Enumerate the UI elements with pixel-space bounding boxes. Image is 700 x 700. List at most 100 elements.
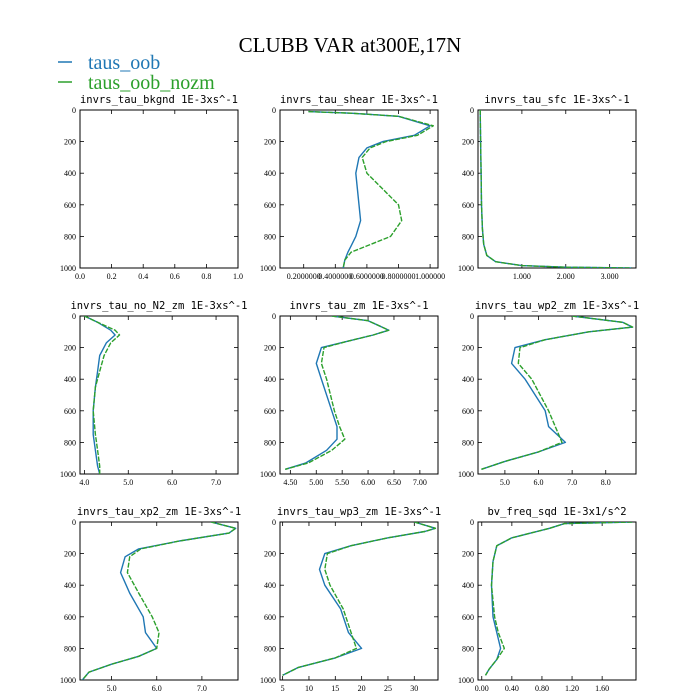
y-tick-label: 400 xyxy=(462,375,474,384)
y-tick-label: 600 xyxy=(64,407,76,416)
x-tick-label: 7.0 xyxy=(197,684,207,693)
y-tick-label: 400 xyxy=(462,169,474,178)
x-tick-label: 0.2 xyxy=(107,272,117,281)
panel-3: invrs_tau_sfc 1E-3xs^-1 0 200 400 600 800 1000… xyxy=(458,94,637,281)
y-tick-label: 200 xyxy=(462,344,474,353)
x-tick-label: 4.0 xyxy=(79,478,89,487)
y-tick-label: 0 xyxy=(470,106,474,115)
legend: taus_oob taus_oob_nozm xyxy=(58,52,215,94)
panel-2: invrs_tau_shear 1E-3xs^-1 0 200 400 600 800 10… xyxy=(260,94,445,281)
panel-6: invrs_tau_wp2_zm 1E-3xs^-10 200 400 600 800 1… xyxy=(458,300,639,487)
panel-title: invrs_tau_wp3_zm 1E-3xs^-1 xyxy=(277,506,441,518)
series-line-taus-oob-nozm xyxy=(81,522,237,680)
y-tick-label: 1000 xyxy=(60,264,76,273)
y-tick-label: 600 xyxy=(264,613,276,622)
y-tick-label: 200 xyxy=(264,138,276,147)
plot-frame xyxy=(279,109,439,269)
y-tick-label: 0 xyxy=(470,518,474,527)
panel-title: invrs_tau_zm 1E-3xs^-1 xyxy=(289,300,428,312)
x-tick-label: 5.0 xyxy=(123,478,133,487)
y-tick-label: 400 xyxy=(64,375,76,384)
series-line-taus-oob xyxy=(479,110,632,268)
x-tick-label: 10 xyxy=(305,684,313,693)
y-tick-label: 1000 xyxy=(60,676,76,685)
x-tick-label: 25 xyxy=(384,684,392,693)
x-tick-label: 0.8000000 xyxy=(382,272,416,281)
y-tick-label: 0 xyxy=(72,312,76,321)
y-tick-label: 400 xyxy=(264,375,276,384)
y-tick-label: 0 xyxy=(272,518,276,527)
series-line-taus-oob-nozm xyxy=(481,316,634,470)
x-tick-label: 1.0 xyxy=(233,272,243,281)
x-tick-label: 5 xyxy=(281,684,285,693)
x-tick-label: 7.0 xyxy=(211,478,221,487)
x-tick-label: 8.0 xyxy=(601,478,611,487)
plot-frame xyxy=(279,315,439,475)
y-tick-label: 800 xyxy=(264,232,276,241)
panel-7: invrs_tau_xp2_zm 1E-3xs^-10 200 400 600 800 1… xyxy=(60,506,241,693)
x-tick-label: 0.4 xyxy=(138,272,148,281)
y-tick-label: 1000 xyxy=(458,676,474,685)
series-line-taus-oob-nozm xyxy=(308,110,434,268)
y-tick-label: 800 xyxy=(64,438,76,447)
x-tick-label: 4.50 xyxy=(283,478,297,487)
x-tick-label: 0.2000000 xyxy=(287,272,321,281)
x-tick-label: 5.00 xyxy=(309,478,323,487)
x-tick-label: 6.0 xyxy=(152,684,162,693)
y-tick-label: 0 xyxy=(72,518,76,527)
series-line-taus-oob xyxy=(282,522,437,676)
plot-frame xyxy=(79,521,239,681)
series-line-taus-oob-nozm xyxy=(84,316,121,474)
y-tick-label: 0 xyxy=(72,106,76,115)
plot-frame xyxy=(279,521,439,681)
x-tick-label: 1.20 xyxy=(565,684,579,693)
y-tick-label: 400 xyxy=(64,169,76,178)
y-tick-label: 0 xyxy=(470,312,474,321)
x-tick-label: 6.50 xyxy=(387,478,401,487)
panel-title: invrs_tau_no_N2_zm 1E-3xs^-1 xyxy=(70,300,247,312)
x-tick-label: 0.00 xyxy=(475,684,489,693)
y-tick-label: 800 xyxy=(64,644,76,653)
x-tick-label: 20 xyxy=(358,684,366,693)
y-tick-label: 600 xyxy=(462,201,474,210)
y-tick-label: 800 xyxy=(264,644,276,653)
y-tick-label: 0 xyxy=(272,312,276,321)
plot-frame xyxy=(477,109,637,269)
y-tick-label: 1000 xyxy=(260,470,276,479)
panel-title: invrs_tau_sfc 1E-3xs^-1 xyxy=(484,94,629,106)
x-tick-label: 2.000 xyxy=(557,272,575,281)
panels: invrs_tau_bkgnd 1E-3xs^-1020040060080010… xyxy=(60,94,639,693)
x-tick-label: 0.80 xyxy=(535,684,549,693)
plot-frame xyxy=(79,315,239,475)
y-tick-label: 800 xyxy=(462,438,474,447)
y-tick-label: 1000 xyxy=(260,676,276,685)
x-tick-label: 5.0 xyxy=(107,684,117,693)
y-tick-label: 400 xyxy=(264,581,276,590)
x-tick-label: 5.50 xyxy=(335,478,349,487)
y-tick-label: 600 xyxy=(462,407,474,416)
series-line-taus-oob xyxy=(484,522,633,676)
x-tick-label: 1.000 xyxy=(513,272,531,281)
panel-title: invrs_tau_shear 1E-3xs^-1 xyxy=(280,94,438,106)
x-tick-label: 15 xyxy=(331,684,339,693)
x-tick-label: 0.6 xyxy=(170,272,180,281)
x-tick-label: 6.0 xyxy=(534,478,544,487)
series-line-taus-oob-nozm xyxy=(285,316,390,470)
panel-5: invrs_tau_zm 1E-3xs^-1 0 200 400 600 800 1000 4… xyxy=(260,300,439,487)
y-tick-label: 200 xyxy=(462,138,474,147)
x-tick-label: 6.0 xyxy=(167,478,177,487)
x-tick-label: 6.00 xyxy=(361,478,375,487)
y-tick-label: 200 xyxy=(264,550,276,559)
x-tick-label: 1.000000 xyxy=(415,272,445,281)
y-tick-label: 600 xyxy=(264,201,276,210)
y-tick-label: 200 xyxy=(462,550,474,559)
plot-frame xyxy=(477,521,637,681)
series-line-taus-oob xyxy=(481,316,634,470)
y-tick-label: 200 xyxy=(264,344,276,353)
y-tick-label: 400 xyxy=(462,581,474,590)
x-tick-label: 3.000 xyxy=(601,272,619,281)
series-line-taus-oob-nozm xyxy=(484,522,633,676)
figure-title: CLUBB VAR at300E,17N xyxy=(239,33,462,57)
y-tick-label: 0 xyxy=(272,106,276,115)
